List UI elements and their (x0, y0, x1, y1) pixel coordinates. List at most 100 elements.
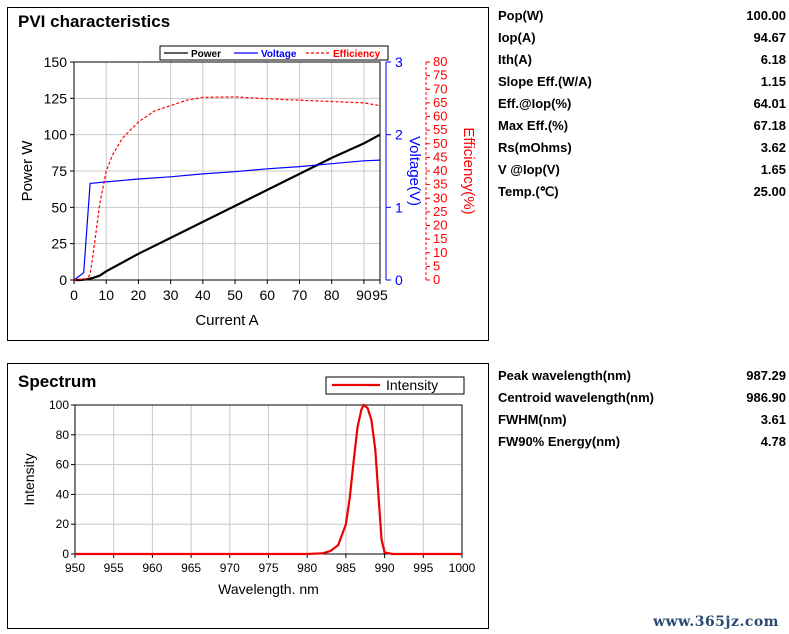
efficiency-axis-tick-label: 55 (433, 122, 447, 137)
spectrum-y-tick-label: 0 (62, 547, 69, 561)
pvi-param-value: 64.01 (753, 96, 786, 111)
voltage-axis-tick-label: 1 (395, 199, 403, 215)
efficiency-axis-tick-label: 45 (433, 149, 447, 164)
series-voltage-line (73, 159, 381, 281)
pvi-param-name: Iop(A) (498, 30, 536, 45)
pvi-parameters-table: Pop(W) 100.00 Iop(A) 94.67 Ith(A) 6.18 Slope E… (498, 5, 786, 203)
pvi-left-tick-label: 50 (51, 199, 67, 215)
pvi-param-value: 3.62 (760, 140, 786, 155)
spectrum-x-tick-label: 955 (104, 561, 124, 575)
pvi-left-tick-label: 100 (44, 127, 68, 143)
efficiency-axis-tick-label: 10 (433, 245, 447, 260)
efficiency-axis-tick-label: 5 (433, 258, 440, 273)
pvi-x-tick-label: 30 (163, 287, 179, 303)
spectrum-param-row: FW90% Energy(nm) 4.78 (498, 431, 786, 453)
efficiency-axis-tick-label: 30 (433, 190, 447, 205)
pvi-param-name: Ith(A) (498, 52, 532, 67)
efficiency-axis-tick-label: 75 (433, 68, 447, 83)
watermark-text: www.365jz.com (653, 614, 779, 630)
pvi-param-row: Rs(mOhms) 3.62 (498, 137, 786, 159)
pvi-param-row: Pop(W) 100.00 (498, 5, 786, 27)
pvi-x-axis-label: Current A (195, 312, 258, 329)
pvi-left-axis-label: Power W (19, 140, 36, 202)
pvi-param-name: Eff.@Iop(%) (498, 96, 572, 111)
pvi-param-row: Max Eff.(%) 67.18 (498, 115, 786, 137)
spectrum-y-axis-label: Intensity (21, 453, 37, 505)
series-efficiency-line (73, 96, 381, 281)
pvi-x-tick-label: 40 (195, 287, 211, 303)
pvi-x-tick-label: 70 (292, 287, 308, 303)
spectrum-x-tick-label: 965 (181, 561, 201, 575)
pvi-param-value: 67.18 (753, 118, 786, 133)
spectrum-x-tick-label: 980 (297, 561, 317, 575)
pvi-param-value: 1.65 (760, 162, 786, 177)
pvi-param-value: 100.00 (746, 8, 786, 23)
spectrum-x-tick-label: 960 (142, 561, 162, 575)
spectrum-y-tick-label: 40 (56, 487, 70, 501)
efficiency-axis-tick-label: 20 (433, 218, 447, 233)
pvi-param-value: 1.15 (760, 74, 786, 89)
pvi-x-tick-label: 20 (131, 287, 147, 303)
efficiency-axis-tick-label: 70 (433, 81, 447, 96)
pvi-param-row: Temp.(℃) 25.00 (498, 181, 786, 203)
spectrum-legend-box (325, 376, 465, 395)
spectrum-param-value: 4.78 (760, 434, 786, 449)
pvi-chart-title: PVI characteristics (18, 12, 171, 31)
spectrum-param-name: Peak wavelength(nm) (498, 368, 631, 383)
efficiency-axis-tick-label: 80 (433, 54, 447, 69)
pvi-param-name: Rs(mOhms) (498, 140, 572, 155)
pvi-x-tick-label: 95 (372, 287, 388, 303)
efficiency-axis-tick-label: 15 (433, 231, 447, 246)
pvi-left-tick-label: 0 (59, 272, 67, 288)
pvi-param-row: Eff.@Iop(%) 64.01 (498, 93, 786, 115)
legend-voltage-label: Voltage (261, 49, 297, 60)
pvi-legend-box (159, 45, 389, 61)
spectrum-param-value: 986.90 (746, 390, 786, 405)
legend-efficiency-label: Efficiency (333, 49, 381, 60)
efficiency-axis-tick-label: 65 (433, 95, 447, 110)
spectrum-param-row: FWHM(nm) 3.61 (498, 409, 786, 431)
spectrum-x-axis-label: Wavelength. nm (218, 581, 319, 597)
pvi-x-tick-label: 80 (324, 287, 340, 303)
efficiency-axis-tick-label: 60 (433, 109, 447, 124)
spectrum-param-row: Peak wavelength(nm) 987.29 (498, 365, 786, 387)
pvi-param-value: 94.67 (753, 30, 786, 45)
spectrum-chart-panel: Spectrum 0 20 40 60 80 100 950 955 960 965 970 975 9… (7, 363, 489, 629)
spectrum-param-value: 3.61 (760, 412, 786, 427)
spectrum-y-tick-label: 20 (56, 517, 70, 531)
pvi-x-tick-label: 90 (356, 287, 372, 303)
pvi-param-name: V @Iop(V) (498, 162, 560, 177)
spectrum-x-tick-label: 970 (220, 561, 240, 575)
spectrum-x-tick-label: 995 (413, 561, 433, 575)
pvi-x-tick-label: 50 (227, 287, 243, 303)
voltage-axis-tick-label: 2 (395, 127, 403, 143)
spectrum-param-name: FWHM(nm) (498, 412, 567, 427)
voltage-axis-label: Voltage(V) (406, 136, 423, 206)
spectrum-y-tick-label: 60 (56, 458, 70, 472)
pvi-param-row: Iop(A) 94.67 (498, 27, 786, 49)
pvi-param-name: Slope Eff.(W/A) (498, 74, 592, 89)
spectrum-chart-title: Spectrum (18, 372, 97, 391)
spectrum-parameters-table: Peak wavelength(nm) 987.29 Centroid wavele… (498, 365, 786, 453)
efficiency-axis-tick-label: 0 (433, 272, 440, 287)
pvi-param-value: 25.00 (753, 184, 786, 199)
pvi-left-tick-label: 25 (51, 236, 67, 252)
pvi-chart-panel: PVI characteristics 0 25 50 75 100 125 150 0 10 2… (7, 7, 489, 341)
pvi-param-row: V @Iop(V) 1.65 (498, 159, 786, 181)
spectrum-param-name: Centroid wavelength(nm) (498, 390, 655, 405)
pvi-param-name: Pop(W) (498, 8, 544, 23)
pvi-param-name: Temp.(℃) (498, 184, 559, 199)
legend-intensity-label: Intensity (386, 377, 438, 393)
efficiency-axis-tick-label: 25 (433, 204, 447, 219)
spectrum-x-tick-label: 990 (375, 561, 395, 575)
spectrum-param-name: FW90% Energy(nm) (498, 434, 621, 449)
spectrum-x-tick-label: 985 (336, 561, 356, 575)
efficiency-axis-tick-label: 40 (433, 163, 447, 178)
spectrum-param-value: 987.29 (746, 368, 786, 383)
series-intensity-line (75, 403, 462, 556)
voltage-axis-tick-label: 0 (395, 272, 403, 288)
pvi-left-tick-label: 125 (44, 90, 68, 106)
voltage-axis-tick-label: 3 (395, 54, 403, 70)
pvi-x-tick-label: 60 (259, 287, 275, 303)
spectrum-x-tick-label: 1000 (449, 561, 476, 575)
